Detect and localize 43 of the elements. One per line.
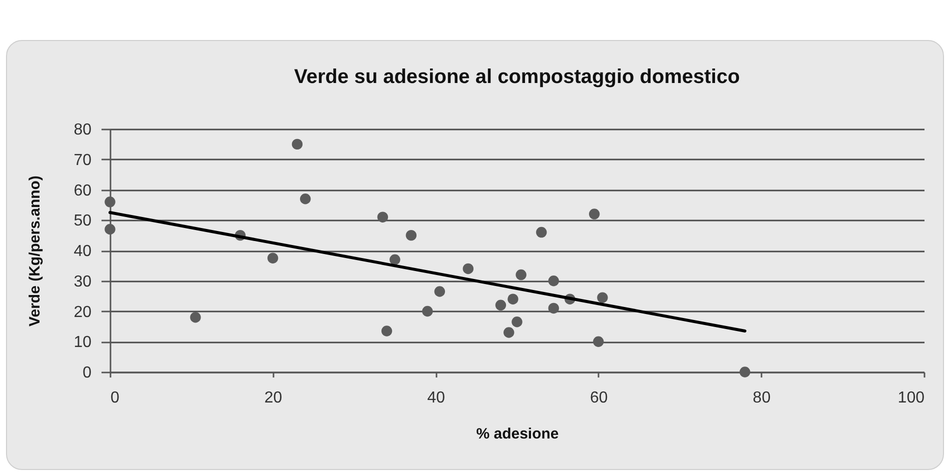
y-axis-title: Verde (Kg/pers.anno) xyxy=(26,176,44,326)
x-tick-label: 40 xyxy=(427,390,446,406)
point xyxy=(406,230,417,241)
y-tick-label: 80 xyxy=(74,122,92,138)
point xyxy=(267,252,278,264)
point xyxy=(104,224,116,235)
y-tick-label: 40 xyxy=(74,243,92,260)
point xyxy=(390,254,400,265)
point xyxy=(536,226,547,238)
point xyxy=(512,316,522,328)
x-tick-label: 100 xyxy=(898,390,925,406)
point xyxy=(104,196,116,208)
point xyxy=(588,208,600,220)
y-tick-label: 30 xyxy=(74,273,92,290)
point xyxy=(740,366,750,378)
point xyxy=(300,194,311,204)
y-tick-label: 50 xyxy=(74,212,92,230)
point xyxy=(462,263,474,274)
point xyxy=(495,300,506,311)
point xyxy=(508,294,518,304)
point xyxy=(516,269,526,280)
x-tick-label: 60 xyxy=(590,390,608,406)
x-tick-label: 0 xyxy=(110,390,120,406)
y-tick-label: 60 xyxy=(74,182,92,200)
point xyxy=(593,336,604,347)
y-tick-label: 70 xyxy=(74,152,92,169)
point xyxy=(597,292,608,303)
x-tick-label: 80 xyxy=(752,390,771,406)
chart-title: Verde su adesione al compostaggio domestico xyxy=(294,66,740,88)
point xyxy=(292,138,303,150)
point xyxy=(190,312,201,323)
point xyxy=(548,302,559,314)
point xyxy=(377,212,388,222)
point xyxy=(422,306,433,317)
y-tick-label: 10 xyxy=(74,334,92,352)
x-axis-title: % adesione xyxy=(476,426,559,442)
point xyxy=(504,327,514,338)
y-tick-label: 0 xyxy=(82,364,92,382)
point xyxy=(381,326,392,336)
point xyxy=(548,276,559,286)
point xyxy=(434,286,446,297)
x-tick-label: 20 xyxy=(264,390,282,406)
y-tick-label: 20 xyxy=(74,304,92,321)
